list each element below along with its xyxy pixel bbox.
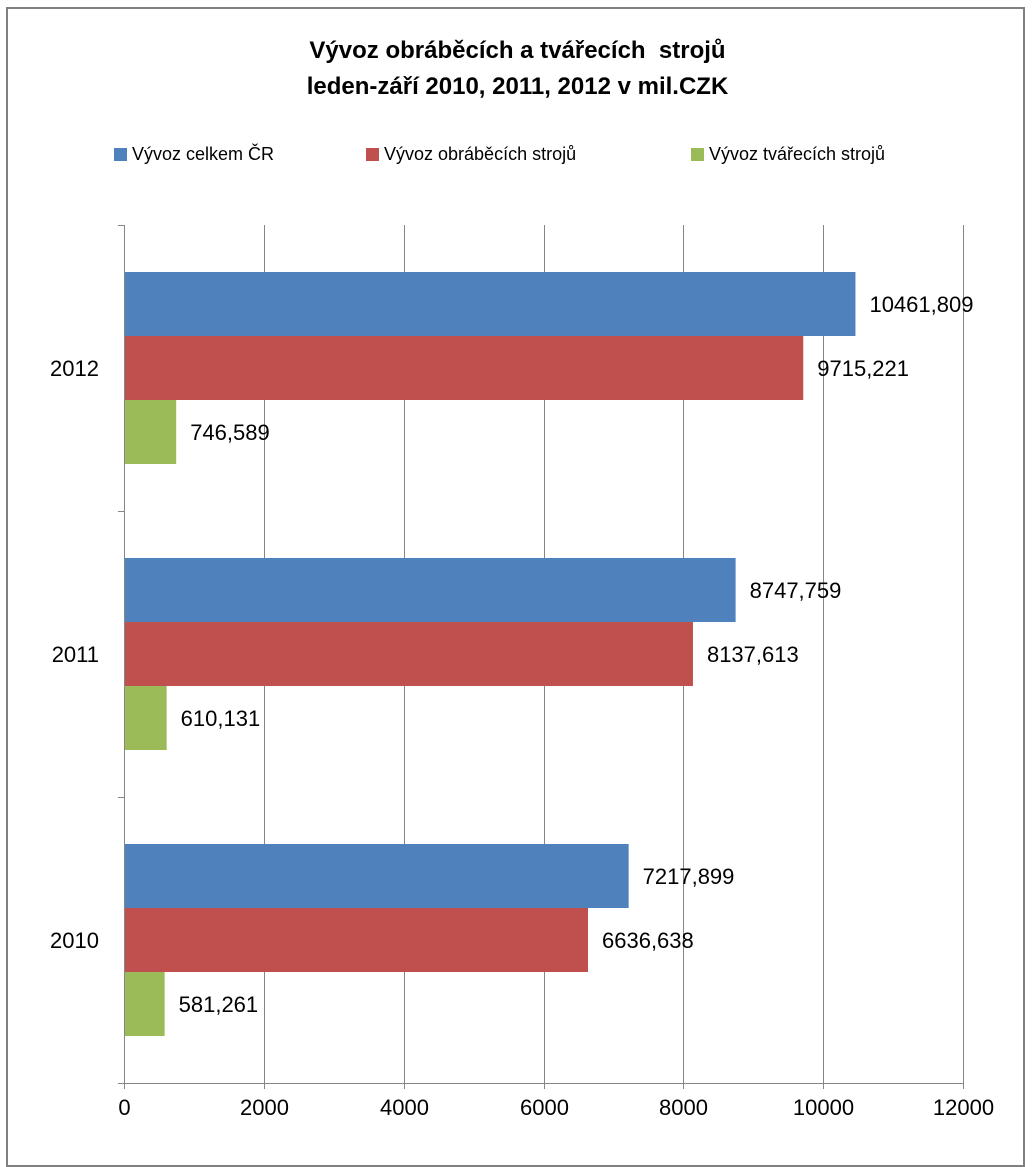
data-label: 6636,638 bbox=[602, 928, 694, 953]
chart-title-line-2: leden-září 2010, 2011, 2012 v mil.CZK bbox=[306, 73, 729, 100]
x-tick-label: 10000 bbox=[793, 1095, 854, 1120]
bar bbox=[124, 400, 177, 464]
legend-item-machining: Vývoz obráběcích strojů bbox=[366, 144, 576, 165]
bar bbox=[124, 908, 589, 972]
y-tick-label: 2012 bbox=[50, 356, 99, 381]
legend-item-total: Vývoz celkem ČR bbox=[114, 144, 274, 165]
data-label: 9715,221 bbox=[817, 356, 909, 381]
legend-swatch-forming bbox=[691, 148, 704, 161]
y-tick-label: 2011 bbox=[52, 642, 99, 667]
data-label: 7217,899 bbox=[643, 864, 735, 889]
y-tick-label: 2010 bbox=[50, 928, 99, 953]
legend-swatch-machining bbox=[366, 148, 379, 161]
bar bbox=[124, 272, 856, 336]
chart-title: Vývoz obráběcích a tvářecích strojů lede… bbox=[0, 33, 1035, 105]
x-tick-label: 12000 bbox=[933, 1095, 994, 1120]
legend-swatch-total bbox=[114, 148, 127, 161]
bar bbox=[124, 686, 167, 750]
data-label: 8747,759 bbox=[750, 578, 842, 603]
x-tick-label: 4000 bbox=[380, 1095, 429, 1120]
data-label: 8137,613 bbox=[707, 642, 799, 667]
x-tick-label: 8000 bbox=[659, 1095, 708, 1120]
data-label: 746,589 bbox=[190, 420, 270, 445]
x-tick-label: 6000 bbox=[520, 1095, 569, 1120]
data-label: 610,131 bbox=[181, 706, 261, 731]
bar bbox=[124, 622, 693, 686]
chart-title-line-1: Vývoz obráběcích a tvářecích strojů bbox=[309, 37, 726, 64]
x-tick-label: 2000 bbox=[240, 1095, 289, 1120]
data-label: 581,261 bbox=[179, 992, 259, 1017]
legend-label-machining: Vývoz obráběcích strojů bbox=[384, 144, 577, 164]
legend-item-forming: Vývoz tvářecích strojů bbox=[691, 144, 885, 165]
bar bbox=[124, 558, 736, 622]
x-tick-label: 0 bbox=[118, 1095, 130, 1120]
bar bbox=[124, 844, 629, 908]
bar bbox=[124, 336, 804, 400]
bar bbox=[124, 972, 165, 1036]
legend-label-total: Vývoz celkem ČR bbox=[132, 144, 275, 164]
legend-label-forming: Vývoz tvářecích strojů bbox=[709, 144, 886, 164]
data-label: 10461,809 bbox=[869, 292, 973, 317]
